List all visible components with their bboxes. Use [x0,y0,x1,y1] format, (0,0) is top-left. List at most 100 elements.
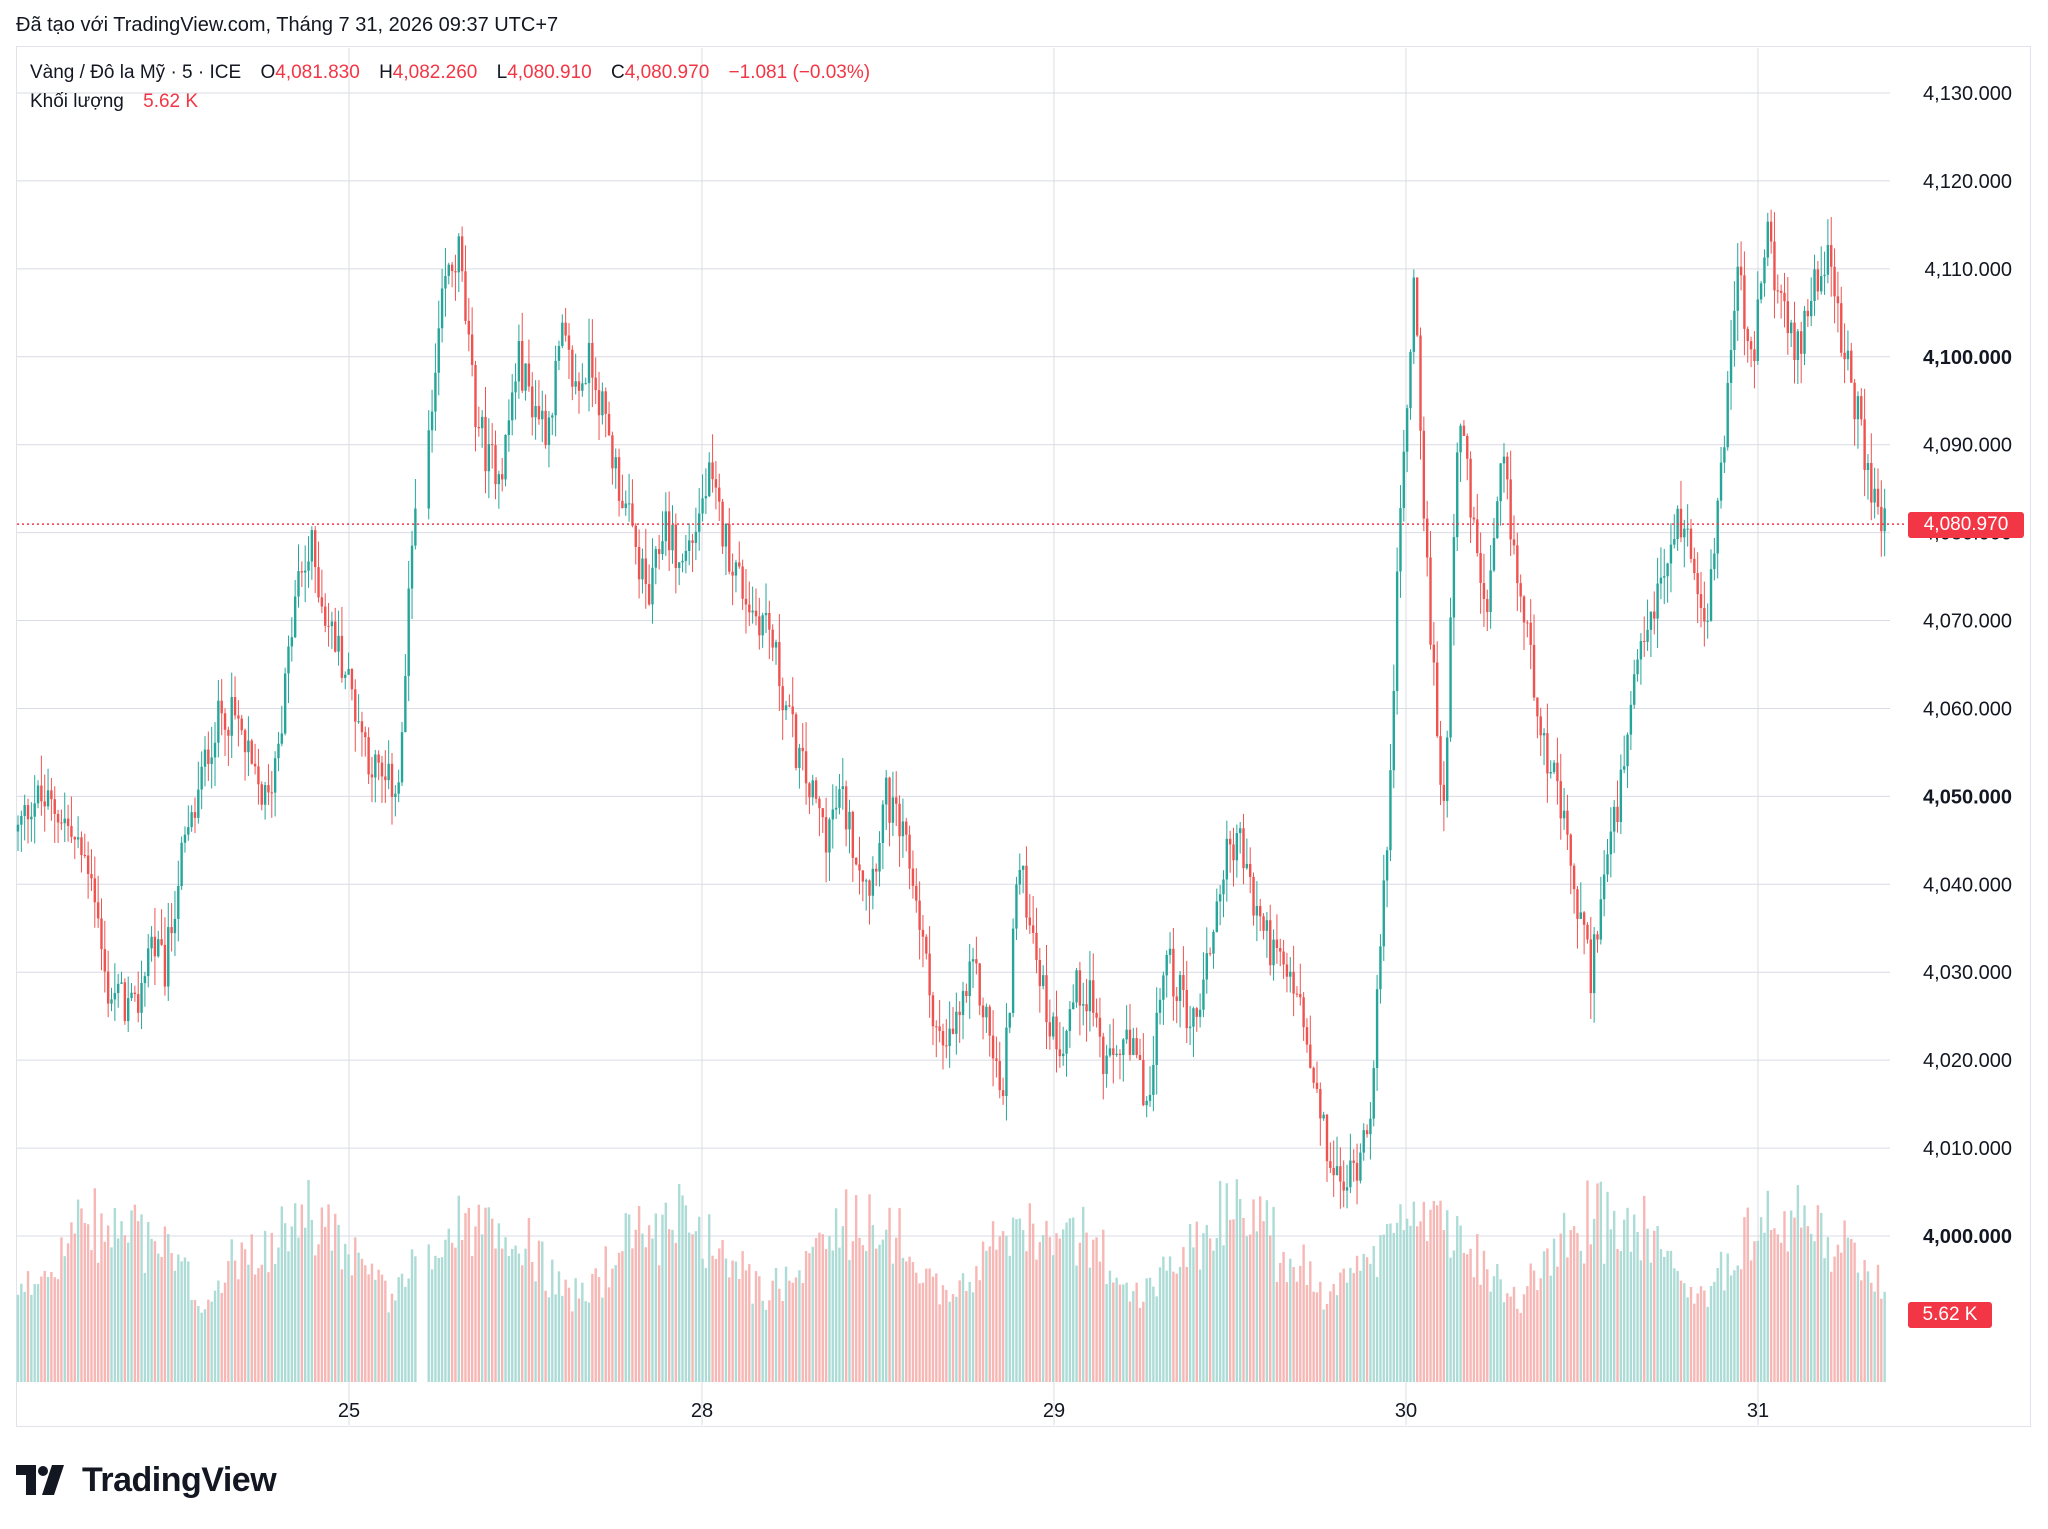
volume-bar [834,1208,838,1382]
candle-body [494,445,497,485]
volume-bar [1312,1291,1315,1382]
candle-body [1860,396,1863,420]
volume-bar [147,1221,150,1382]
volume-bar [1262,1221,1265,1382]
volume-bar [1242,1218,1245,1382]
candle-body [1736,266,1739,311]
candle-body [1372,1068,1375,1119]
candle-body [1669,544,1673,564]
candle-body [1112,1048,1115,1055]
volume-bar [1138,1307,1142,1382]
volume-bar [1793,1217,1796,1382]
candle-body [1743,275,1746,329]
volume-bar [784,1266,788,1382]
x-tick-label: 31 [1747,1400,1769,1422]
candle-body [1502,456,1506,464]
candle-body [1215,901,1219,932]
chart-frame [16,46,2031,1427]
candle-body [1856,396,1860,420]
volume-bar [1853,1242,1856,1382]
candle-body [1813,269,1816,302]
volume-bar [1863,1260,1866,1382]
volume-bar [1299,1265,1302,1382]
volume-bar [1085,1232,1088,1382]
volume-bar [1095,1237,1098,1382]
candle-body [778,642,781,687]
volume-bar [621,1251,624,1382]
volume-bar [708,1214,711,1382]
candle-body [257,766,260,785]
candle-body [704,496,708,499]
candle-body [1549,772,1552,774]
volume-bar [36,1284,40,1382]
candle-body [287,646,290,674]
candle-body [160,939,163,945]
volume-bar [1041,1235,1045,1382]
volume-bar [1789,1210,1793,1382]
candle-body [1299,994,1302,998]
volume-bar [1786,1251,1790,1382]
candle-body [267,785,270,793]
candle-body [1719,462,1723,501]
candle-body [130,992,133,999]
candle-body [1713,553,1716,570]
candle-body [925,936,928,954]
candle-body [380,762,384,777]
volume-bar [1876,1264,1880,1382]
candle-body [1546,733,1549,774]
candle-body [1148,1094,1152,1101]
volume-bar [123,1235,127,1382]
y-tick-label: 4,090.000 [1923,435,2012,457]
volume-bar [157,1253,160,1382]
candle-body [1833,266,1836,297]
candle-body [868,880,871,896]
volume-bar [1719,1251,1723,1382]
candle-body [597,390,601,416]
volume-bar [1592,1218,1596,1382]
candle-body [908,834,911,869]
volume-bar [1335,1295,1339,1382]
volume-bar [327,1204,330,1382]
volume-bar [26,1271,30,1382]
volume-bar [738,1278,741,1382]
volume-bar [1155,1296,1158,1382]
volume-bar [1175,1273,1178,1382]
volume-bar [414,1256,417,1382]
candle-body [1559,781,1562,819]
volume-bar [1766,1190,1769,1382]
tradingview-logo[interactable]: TradingView [16,1460,277,1500]
volume-bar [968,1281,971,1382]
candle-body [1325,1114,1329,1162]
candle-body [1205,953,1208,980]
candle-body [861,870,865,882]
candle-body [731,571,734,576]
candle-body [594,377,597,391]
volume-bar [16,1294,20,1382]
candle-body [167,927,170,987]
candle-body [748,604,751,613]
volume-bar [521,1265,524,1382]
volume-bar [524,1248,527,1382]
candle-body [250,740,253,764]
volume-bar [1476,1234,1479,1382]
volume-bar [701,1258,704,1382]
volume-bar [687,1232,691,1382]
volume-bar [634,1229,637,1382]
volume-bar [504,1237,507,1382]
volume-bar [93,1188,97,1382]
volume-bar [484,1207,487,1382]
candle-body [327,625,330,627]
candle-body [1446,737,1449,801]
volume-bar [1322,1309,1325,1382]
candle-body [1706,620,1709,622]
volume-bar [1365,1257,1369,1382]
candle-body [46,790,50,807]
candle-body [350,668,354,690]
volume-bar [961,1273,965,1382]
candle-body [1486,599,1489,612]
candle-body [140,982,143,1013]
candle-body [177,886,180,919]
volume-bar [490,1218,494,1382]
symbol-label[interactable]: Vàng / Đô la Mỹ · 5 · ICE [30,62,242,83]
